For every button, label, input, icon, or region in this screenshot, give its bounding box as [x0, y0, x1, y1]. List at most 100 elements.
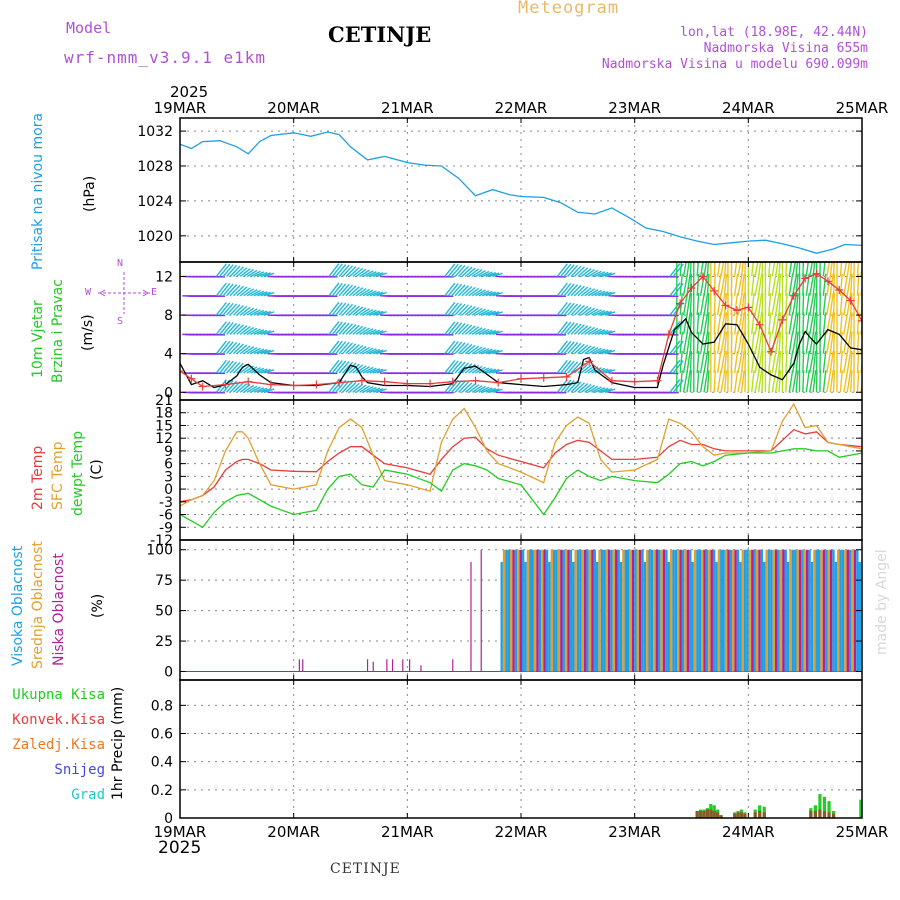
pressure-y-tick-label: 1024: [137, 194, 173, 210]
wind-arrow: [212, 352, 225, 355]
wind-arrow: [669, 379, 681, 393]
wind-arrow: [366, 271, 377, 278]
wind-arrow: [475, 347, 486, 355]
wind-arrow: [768, 293, 772, 316]
wind-arrow: [257, 291, 268, 297]
wind-arrow: [733, 292, 739, 316]
wind-arrow: [366, 328, 377, 336]
wind-arrow: [485, 291, 497, 297]
precip-conv-bar: [698, 810, 703, 818]
wind-arrow: [260, 272, 271, 278]
wind-arrow: [791, 312, 798, 335]
wind-arrow: [464, 267, 476, 278]
wind-arrow: [757, 350, 763, 374]
wind-arrow: [682, 312, 689, 335]
wind-arrow: [604, 272, 616, 278]
wind-arrow: [737, 331, 743, 354]
wind-arrow: [788, 273, 794, 296]
wind-arrow: [577, 325, 589, 335]
wind-arrow: [774, 331, 780, 354]
wind-arrow: [733, 312, 739, 335]
precip-conv-bar: [702, 810, 706, 818]
wind-arrow: [849, 293, 853, 316]
wind-arrow: [696, 331, 700, 354]
wind-arrow: [761, 262, 764, 277]
wind-arrow: [679, 273, 683, 296]
wind-arrow: [809, 370, 815, 393]
wind-arrow: [325, 275, 338, 278]
wind-arrow: [372, 272, 384, 278]
wind-arrow: [822, 262, 826, 277]
wind-arrow: [451, 322, 463, 335]
wind-arrow: [563, 283, 575, 297]
wind-arrow: [733, 350, 739, 374]
wind-arrow: [444, 359, 456, 374]
wind-arrow: [372, 291, 384, 297]
wind-arrow: [788, 262, 793, 277]
wind-arrow: [774, 262, 779, 277]
wind-arrow: [451, 341, 463, 355]
wind-arrow: [826, 262, 831, 277]
wind-arrow: [669, 263, 681, 277]
wind-arrow: [342, 265, 354, 277]
wind-arrow: [482, 290, 493, 297]
wind-arrow: [567, 342, 579, 355]
wind-arrow: [826, 292, 832, 316]
wind-arrow: [601, 291, 612, 297]
wind-arrow: [846, 312, 852, 335]
wind-arrow: [706, 350, 710, 374]
wind-arrow: [774, 312, 780, 335]
pressure-y-tick-label: 1020: [137, 229, 173, 245]
gust-point: [676, 299, 685, 308]
wind-arrow: [338, 322, 350, 335]
wind-arrow: [482, 271, 493, 278]
wind-arrow: [215, 321, 227, 335]
wind-arrow: [591, 386, 602, 393]
wind-arrow: [686, 370, 691, 393]
wind-arrow: [730, 312, 733, 335]
wind-arrow: [754, 292, 760, 316]
wind-arrow: [720, 370, 726, 393]
temperature-plot-area: [180, 402, 862, 529]
wind-arrow: [812, 312, 817, 335]
wind-arrow: [577, 363, 589, 374]
wind-arrow: [604, 369, 616, 374]
gust-point: [289, 381, 298, 390]
wind-arrow: [451, 360, 463, 374]
x-tick-top-label: 23MAR: [608, 99, 661, 117]
x-tick-top-label: 21MAR: [381, 99, 434, 117]
wind-arrow: [791, 292, 798, 316]
wind-arrow: [689, 350, 693, 374]
wind-arrow: [832, 273, 836, 296]
wind-arrow: [563, 264, 575, 277]
wind-arrow: [478, 328, 490, 336]
wind-arrow: [730, 273, 733, 296]
sfc-ylabel: SFC Temp: [50, 441, 66, 510]
wind-arrow: [720, 331, 726, 354]
gust-point: [732, 306, 741, 315]
wind-arrow: [601, 349, 612, 355]
wind-arrow: [482, 329, 493, 336]
wind-arrow: [222, 283, 234, 297]
wind-arrow: [362, 347, 374, 355]
wind-arrow: [239, 364, 251, 374]
wind-arrow: [468, 345, 480, 355]
precip-ylabel: 1hr Precip: [110, 729, 126, 800]
wind-arrow: [686, 292, 691, 316]
wind-arrow: [785, 312, 788, 335]
wind-arrow: [457, 304, 469, 316]
wind-arrow: [723, 331, 728, 354]
wind-arrow: [826, 370, 832, 393]
wind-arrow: [236, 325, 248, 335]
wind-arrow: [348, 344, 360, 355]
wind-arrow: [229, 304, 241, 316]
precip-total-bar: [827, 801, 831, 818]
wind-arrow: [774, 273, 780, 296]
wind-arrow: [366, 309, 377, 316]
wind-arrow: [713, 262, 716, 277]
wind-arrow: [591, 309, 602, 316]
gust-point: [471, 376, 480, 385]
wind-arrow: [682, 331, 689, 354]
wind-arrow: [666, 352, 679, 355]
